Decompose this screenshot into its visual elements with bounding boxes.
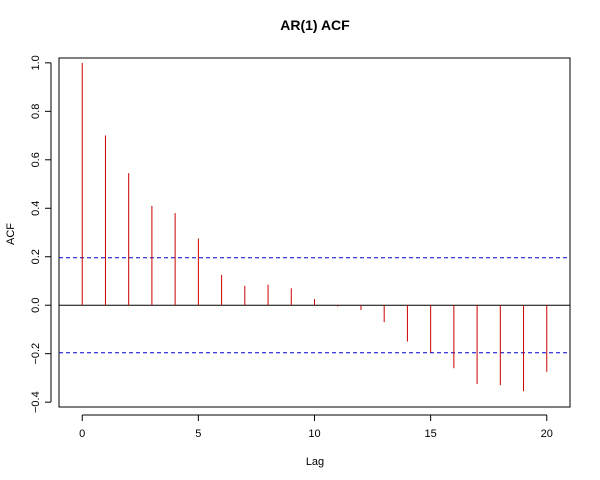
x-tick-label: 0 — [79, 428, 85, 440]
y-tick-label: 0.4 — [30, 201, 42, 216]
chart-marks: 0 5 10 15 20 −0.4 −0.2 0.0 0.2 0.4 0.6 0.8 1.0 — [30, 55, 570, 440]
y-tick-label: −0.4 — [30, 391, 42, 413]
x-tick-label: 20 — [541, 428, 553, 440]
chart-title: AR(1) ACF — [280, 17, 350, 33]
x-axis-label: Lag — [306, 456, 324, 468]
plot-frame — [58, 57, 571, 408]
y-tick-label: 0.6 — [30, 152, 42, 167]
y-tick-label: 0.8 — [30, 104, 42, 119]
y-tick-label: −0.2 — [30, 343, 42, 365]
x-tick-label: 10 — [308, 428, 320, 440]
y-tick-label: 0.0 — [30, 298, 42, 313]
y-tick-label: 0.2 — [30, 249, 42, 264]
x-tick-label: 5 — [195, 428, 201, 440]
y-tick-label: 1.0 — [30, 55, 42, 70]
x-tick-label: 15 — [425, 428, 437, 440]
y-axis-label: ACF — [5, 223, 17, 245]
